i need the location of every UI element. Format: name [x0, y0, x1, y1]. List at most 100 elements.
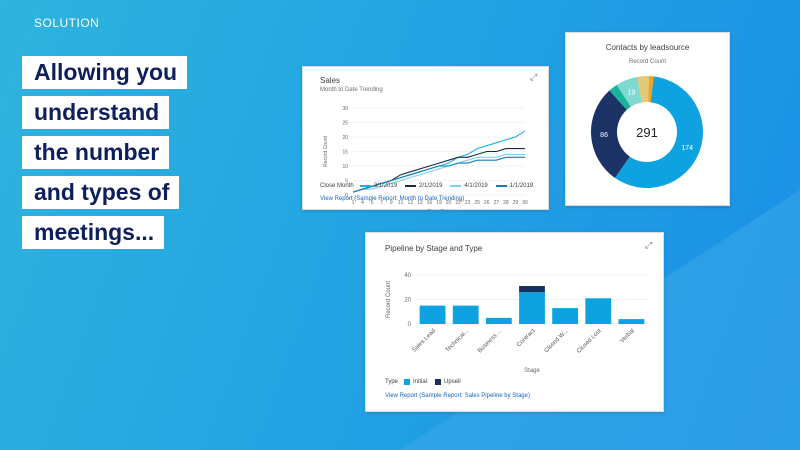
legend-label: 2/1/2019 [419, 183, 443, 189]
headline-line: meetings... [22, 216, 165, 249]
headline-line: understand [22, 96, 170, 129]
x-tick-label: Verbal [620, 328, 636, 344]
x-tick-label: 13 [417, 200, 423, 206]
legend-item: 3/1/2019 [359, 183, 398, 189]
bar-segment [585, 298, 612, 324]
legend-item: 1/1/2019 [495, 183, 534, 189]
slice-label: 174 [681, 145, 693, 152]
y-tick-label: 20 [404, 298, 411, 304]
legend-swatch [435, 379, 442, 385]
legend-label: Upsell [444, 379, 461, 385]
y-tick-label: 40 [404, 273, 411, 279]
pipeline-card: Pipeline by Stage and Type ⤢ 0 20 40 Record… [365, 232, 664, 412]
x-tick-label: 25 [474, 200, 480, 206]
x-tick-label: Closed W... [544, 328, 570, 354]
legend-swatch [359, 185, 371, 187]
legend-item: 2/1/2019 [405, 183, 442, 189]
x-tick-label: Sales Lead [412, 328, 437, 353]
bar-segment [485, 317, 512, 324]
x-tick-label: 5 [371, 200, 374, 206]
pie-slice [609, 84, 631, 110]
pipeline-legend: Type Initial Upsell [385, 379, 469, 385]
legend-label: 3/1/2019 [373, 183, 398, 189]
bar-segment [618, 319, 645, 324]
pie-slice [591, 90, 630, 178]
x-tick-label: 20 [446, 200, 452, 206]
card-title: Contacts by leadsource [605, 43, 690, 52]
bar-segment [519, 292, 545, 324]
headline-line: Allowing you [22, 56, 188, 89]
slice-label: 19 [628, 89, 636, 96]
x-axis-title: Close Date [427, 209, 452, 210]
y-tick-label: 15 [342, 150, 348, 156]
x-tick-label: 28 [503, 200, 509, 206]
pie-slice [637, 76, 650, 103]
x-tick-label: 1 [352, 200, 355, 206]
legend-label: 4/1/2019 [464, 183, 488, 189]
bar-segment [552, 308, 579, 324]
series-line [352, 153, 525, 193]
y-axis-title: Record Count [323, 135, 329, 166]
y-tick-label: 30 [342, 106, 348, 112]
card-subtitle: Month to Date Trending [320, 87, 383, 93]
y-axis-title: Record Count [386, 281, 392, 318]
legend-item: Initial [404, 379, 427, 385]
headline-line: the number [22, 136, 170, 169]
x-tick-label: 12 [408, 200, 414, 206]
headline: Allowing you understand the number and t… [22, 56, 188, 256]
legend-title: Type [385, 379, 399, 385]
card-title: Pipeline by Stage and Type [385, 244, 483, 253]
pie-slice [616, 76, 642, 107]
y-tick-label: 25 [342, 121, 348, 127]
card-title: Sales [320, 76, 341, 85]
x-tick-label: 16 [427, 200, 433, 206]
leadsource-card: Contacts by leadsource Record Count 174 8… [565, 32, 730, 206]
x-tick-label: 7 [380, 200, 383, 206]
legend-item: 4/1/2019 [450, 183, 488, 189]
x-tick-label: Closed Lost [576, 328, 603, 355]
y-tick-label: 20 [342, 135, 348, 141]
x-tick-label: 11 [398, 200, 403, 206]
pipeline-bar-chart: 0 20 40 Record Count Sales Lead Technical... B… [386, 273, 648, 374]
x-tick-label: 9 [390, 200, 393, 206]
x-tick-label: 23 [465, 200, 471, 206]
legend-label: 1/1/2019 [509, 183, 534, 189]
view-report-link[interactable]: View Report (Sample Report: Sales Pipeli… [385, 393, 530, 399]
legend-label: Initial [413, 379, 428, 385]
x-tick-label: 22 [455, 200, 461, 206]
legend-title: Close Month [320, 183, 354, 189]
legend-item: Upsell [435, 379, 461, 385]
series-line [352, 156, 525, 193]
y-tick-label: 0 [345, 193, 348, 199]
x-tick-label: 19 [436, 200, 442, 206]
expand-icon[interactable]: ⤢ [645, 240, 653, 250]
legend-swatch [495, 185, 507, 187]
bar-segment [519, 286, 545, 293]
legend-swatch [405, 185, 417, 187]
legend-swatch [450, 185, 462, 187]
slice-label: 86 [600, 132, 608, 139]
bar-segment [419, 305, 446, 324]
x-axis-title: Stage [524, 368, 540, 374]
legend-swatch [404, 379, 411, 385]
pie-slice [648, 76, 654, 103]
x-tick-label: 30 [522, 200, 528, 206]
pie-slice [614, 76, 703, 188]
x-tick-label: 27 [494, 200, 500, 206]
donut-total: 291 [636, 125, 658, 140]
sales-card: Sales Month to Date Trending ⤢ 0 5 10 15 20 2… [302, 66, 549, 210]
x-tick-label: Contract [516, 328, 537, 349]
x-tick-label: Technical... [445, 328, 471, 354]
chart-subtitle: Record Count [628, 59, 667, 65]
sales-legend: Close Month 3/1/2019 2/1/2019 4/1/2019 1… [320, 183, 541, 189]
bar-segment [452, 305, 479, 324]
expand-icon[interactable]: ⤢ [530, 72, 538, 82]
y-tick-label: 10 [342, 164, 348, 170]
view-report-link[interactable]: View Report (Sample Report: Month to Dat… [320, 196, 465, 202]
slide-section-label: SOLUTION [34, 16, 100, 30]
x-tick-label: 26 [484, 200, 490, 206]
y-tick-label: 0 [408, 322, 412, 328]
x-tick-label: 4 [361, 200, 364, 206]
leadsource-donut-chart: 174 86 19 291 [591, 76, 703, 188]
